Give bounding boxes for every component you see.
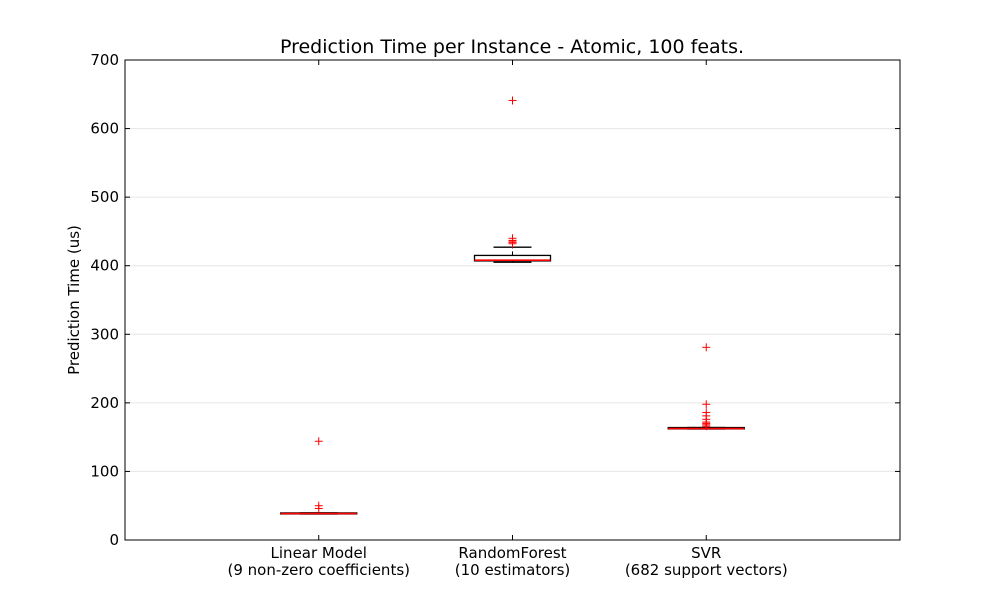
y-axis: 0 100 200 300 400 500 600 700	[90, 51, 900, 549]
y-tick-label: 500	[90, 188, 119, 206]
x-tick-sublabel: (9 non-zero coefficients)	[227, 561, 410, 579]
y-tick-label: 300	[90, 325, 119, 343]
grid-lines	[125, 128, 900, 472]
box-group	[280, 437, 358, 515]
y-tick-label: 600	[90, 120, 119, 138]
y-tick-label: 0	[109, 531, 119, 549]
y-tick-label: 200	[90, 394, 119, 412]
box-group	[667, 343, 745, 431]
plot-area-frame	[124, 59, 901, 541]
chart-title: Prediction Time per Instance - Atomic, 1…	[280, 36, 744, 58]
y-axis-label: Prediction Time (us)	[65, 225, 83, 375]
outlier-point	[702, 400, 711, 409]
outlier-point	[508, 96, 517, 105]
y-tick-label: 400	[90, 257, 119, 275]
outlier-point	[702, 343, 711, 352]
outlier-point	[508, 239, 517, 248]
x-tick-sublabel: (682 support vectors)	[625, 561, 788, 579]
y-tick-label: 700	[90, 51, 119, 69]
boxes	[280, 96, 745, 515]
outlier-point	[314, 504, 323, 513]
outlier-point	[702, 422, 711, 431]
x-tick-label: Linear Model	[271, 544, 367, 562]
y-tick-label: 100	[90, 462, 119, 480]
box-group	[473, 96, 552, 263]
outlier-point	[314, 437, 323, 446]
x-tick-label: RandomForest	[458, 544, 566, 562]
x-tick-label: SVR	[691, 544, 721, 562]
x-axis: Linear Model(9 non-zero coefficients) Ran…	[227, 60, 788, 579]
x-tick-sublabel: (10 estimators)	[455, 561, 571, 579]
